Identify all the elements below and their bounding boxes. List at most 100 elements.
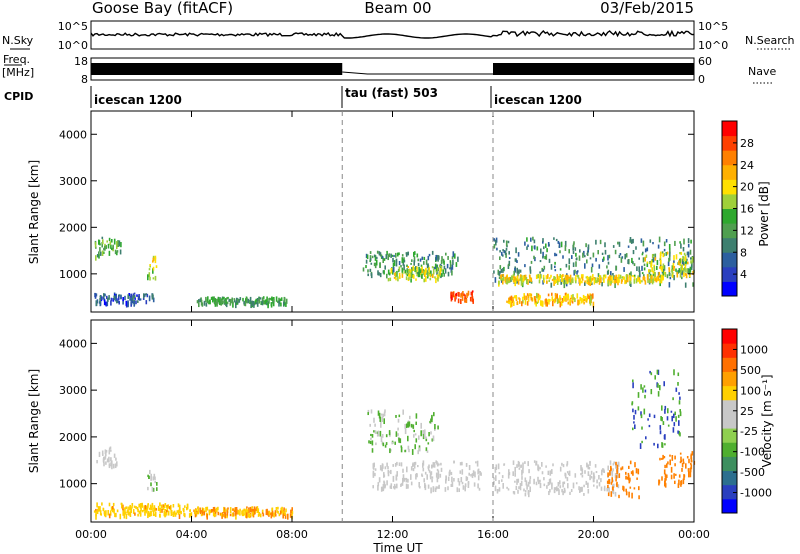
echo-cell	[210, 509, 213, 513]
y-tick-label: 1000	[59, 478, 87, 491]
echo-cell	[400, 462, 403, 467]
echo-cell	[673, 265, 675, 272]
echo-cell	[584, 255, 586, 258]
echo-cell	[393, 483, 396, 490]
echo-cell	[114, 249, 117, 255]
echo-cell	[127, 506, 129, 512]
echo-cell	[396, 471, 398, 477]
echo-cell	[629, 460, 632, 465]
echo-cell	[428, 432, 430, 437]
echo-cell	[598, 264, 601, 269]
echo-cell	[614, 491, 617, 497]
echo-cell	[177, 503, 180, 508]
echo-cell	[154, 275, 157, 281]
echo-cell	[529, 276, 531, 282]
echo-cell	[440, 260, 443, 265]
echo-cell	[623, 267, 625, 272]
echo-cell	[603, 470, 605, 473]
echo-cell	[637, 276, 639, 282]
date-title: 03/Feb/2015	[600, 0, 694, 17]
echo-cell	[607, 492, 610, 497]
echo-cell	[625, 491, 628, 496]
echo-cell	[143, 505, 145, 512]
echo-cell	[680, 251, 683, 255]
echo-cell	[659, 425, 662, 430]
echo-cell	[412, 468, 415, 472]
echo-cell	[663, 456, 666, 459]
echo-cell	[675, 416, 677, 422]
echo-cell	[567, 275, 569, 281]
echo-cell	[408, 421, 411, 427]
echo-cell	[673, 275, 675, 281]
echo-cell	[499, 256, 501, 261]
colorbar-swatch	[722, 150, 737, 166]
echo-cell	[502, 254, 504, 257]
echo-cell	[617, 484, 620, 489]
echo-cell	[594, 464, 597, 468]
echo-cell	[372, 466, 375, 469]
echo-cell	[128, 511, 130, 516]
echo-cell	[516, 280, 519, 284]
echo-cell	[673, 473, 675, 479]
echo-cell	[130, 298, 133, 303]
cpid-segment-2: tau (fast) 503	[345, 86, 438, 100]
echo-cell	[408, 276, 410, 281]
echo-cell	[416, 473, 418, 478]
echo-cell	[367, 273, 369, 277]
echo-cell	[415, 413, 418, 419]
echo-cell	[210, 296, 213, 300]
colorbar-swatch	[722, 164, 737, 180]
echo-cell	[608, 487, 610, 493]
echo-cell	[542, 280, 544, 285]
freq-line-fast	[342, 71, 493, 75]
echo-cell	[612, 245, 615, 248]
echo-cell	[440, 266, 443, 272]
echo-cell	[229, 302, 232, 306]
echo-cell	[469, 296, 472, 302]
echo-cell	[271, 507, 273, 512]
echo-cell	[590, 295, 592, 302]
echo-cell	[118, 301, 120, 305]
echo-cell	[535, 301, 537, 307]
echo-cell	[576, 271, 578, 275]
echo-cell	[624, 279, 626, 285]
echo-cell	[609, 460, 612, 465]
echo-cell	[646, 261, 649, 264]
echo-cell	[572, 244, 574, 251]
echo-cell	[102, 508, 105, 511]
echo-cell	[138, 295, 140, 299]
echo-cell	[112, 506, 114, 510]
echo-cell	[139, 510, 142, 516]
echo-cell	[642, 240, 645, 247]
echo-cell	[437, 470, 440, 475]
echo-cell	[671, 272, 674, 278]
echo-cell	[538, 279, 541, 284]
echo-cell	[530, 277, 533, 283]
echo-cell	[679, 257, 682, 263]
colorbar-swatch	[722, 428, 737, 443]
echo-cell	[676, 272, 679, 278]
echo-cell	[642, 387, 644, 393]
echo-cell	[103, 510, 106, 515]
echo-cell	[430, 270, 432, 276]
echo-cell	[395, 277, 397, 281]
echo-cell	[625, 475, 627, 480]
echo-cell	[588, 466, 591, 470]
colorbar-tick-label: 16	[740, 203, 754, 216]
echo-cell	[447, 271, 450, 277]
nsky-trace	[90, 29, 695, 39]
echo-cell	[550, 282, 553, 288]
echo-cell	[661, 270, 664, 274]
echo-cell	[431, 479, 433, 483]
echo-cell	[133, 294, 136, 299]
echo-cell	[417, 450, 419, 455]
echo-cell	[574, 269, 576, 274]
echo-cell	[498, 271, 501, 276]
echo-cell	[589, 474, 591, 481]
echo-cell	[672, 427, 675, 433]
echo-cell	[557, 487, 559, 491]
echo-cell	[669, 273, 671, 277]
echo-cell	[568, 278, 570, 283]
echo-cell	[549, 299, 551, 302]
echo-cell	[561, 276, 563, 282]
